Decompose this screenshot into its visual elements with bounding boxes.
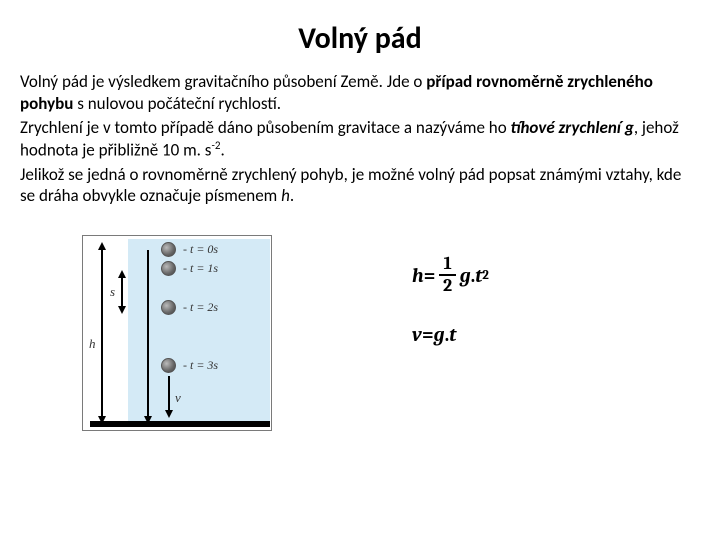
paragraph-1: Volný pád je výsledkem gravitačního půso… [20,71,700,115]
p1-text-c: s nulovou počáteční rychlostí. [73,93,281,114]
content-row: h s - t = 0s - t = 1s - t = 2s - t = 3s … [20,235,700,431]
t-label-2: - t = 2s [183,300,218,315]
page-title: Volný pád [20,20,700,57]
ground-line [90,421,270,427]
v-label: v [175,390,181,406]
diagram-frame: h s - t = 0s - t = 1s - t = 2s - t = 3s … [82,235,272,431]
p2-text-e: . [220,140,224,161]
t-label-0: - t = 0s [183,242,218,257]
t-label-1: - t = 1s [183,261,218,276]
diagram-container: h s - t = 0s - t = 1s - t = 2s - t = 3s … [82,235,282,431]
formulas-block: h = 1 2 g. t2 v = g. t [412,255,489,374]
h-arrow-line [101,248,103,418]
h-label: h [89,336,96,352]
s-arrow-down [118,306,126,314]
formula-h: h = 1 2 g. t2 [412,255,489,295]
p2-text-a: Zrychlení je v tomto případě dáno působe… [20,117,511,138]
p3-text-c: . [290,185,294,206]
formula-v: v = g. t [412,323,489,346]
v-arrow-down [165,410,173,418]
t-label-3: - t = 3s [183,358,218,373]
p3-text-b: h [281,185,290,206]
v-arrow-line [168,376,170,412]
paragraph-2: Zrychlení je v tomto případě dáno působe… [20,117,700,162]
p1-text-a: Volný pád je výsledkem gravitačního půso… [20,71,426,92]
p3-text-a: Jelikož se jedná o rovnoměrně zrychlený … [20,164,681,207]
h-arrow-up [98,242,106,250]
s-arrow-line [121,276,123,308]
s-label: s [110,284,115,300]
p2-text-b: tíhové zrychlení g [511,117,634,138]
path-arrow-line [147,250,149,418]
s-arrow-up [118,270,126,278]
paragraph-3: Jelikož se jedná o rovnoměrně zrychlený … [20,164,700,208]
